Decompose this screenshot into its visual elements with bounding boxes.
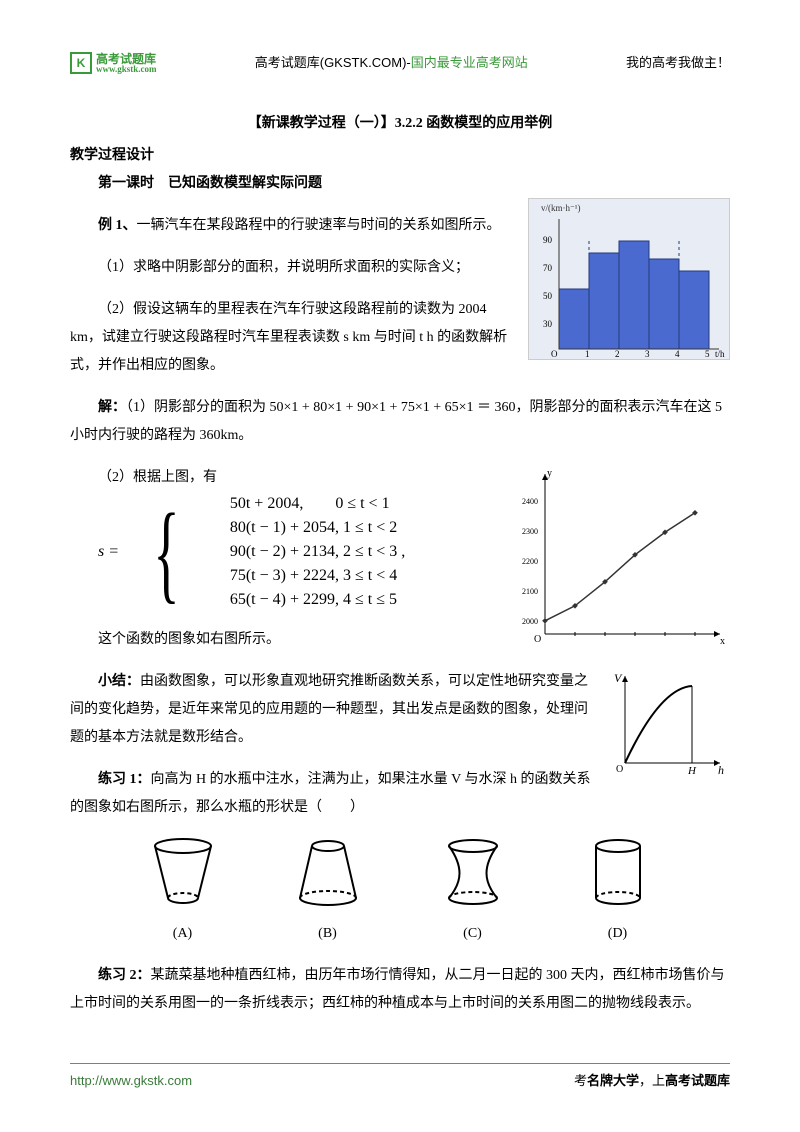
- slogan-pre: 考: [574, 1073, 587, 1088]
- ex1-label: 练习 1：: [98, 772, 151, 787]
- svg-text:2200: 2200: [522, 557, 538, 566]
- svg-text:V: V: [614, 671, 623, 685]
- header-mid: 高考试题库(GKSTK.COM)-国内最专业高考网站: [255, 50, 528, 76]
- svg-text:2000: 2000: [522, 617, 538, 626]
- svg-text:t/h: t/h: [715, 349, 725, 359]
- option-a: (A): [148, 836, 218, 948]
- svg-text:2: 2: [615, 349, 620, 359]
- logo-cn: 高考试题库: [96, 53, 157, 65]
- content: 【新课教学过程（一）】3.2.2 函数模型的应用举例 教学过程设计 第一课时 已…: [70, 110, 730, 1018]
- cylinder-icon: [583, 836, 653, 916]
- piecewise: s = { 50t + 2004, 0 ≤ t < 1 80(t − 1) + …: [70, 492, 405, 612]
- svg-text:x: x: [720, 636, 725, 647]
- svg-text:30: 30: [543, 319, 553, 329]
- logo-icon: K: [70, 52, 92, 74]
- solution1: 解：（1）阴影部分的面积为 50×1 + 80×1 + 90×1 + 75×1 …: [70, 394, 730, 450]
- svg-text:70: 70: [543, 263, 553, 273]
- svg-text:O: O: [616, 764, 623, 775]
- option-b: (B): [293, 836, 363, 948]
- header-mid-green: 国内最专业高考网站: [411, 55, 528, 70]
- svg-text:2300: 2300: [522, 527, 538, 536]
- svg-text:2100: 2100: [522, 587, 538, 596]
- piecewise-cases: 50t + 2004, 0 ≤ t < 1 80(t − 1) + 2054, …: [202, 492, 405, 612]
- site-logo: K 高考试题库 www.gkstk.com: [70, 52, 157, 74]
- slogan-end: 高考试题库: [665, 1073, 730, 1088]
- footer-url: http://www.gkstk.com: [70, 1068, 192, 1094]
- example1-label: 例 1、: [98, 218, 137, 233]
- svg-text:H: H: [687, 765, 697, 777]
- svg-text:1: 1: [585, 349, 590, 359]
- exercise2: 练习 2：某蔬菜基地种植西红柿，由历年市场行情得知，从二月一日起的 300 天内…: [70, 962, 730, 1018]
- case-1: 50t + 2004, 0 ≤ t < 1: [202, 492, 405, 516]
- vh-chart: V h H O: [610, 668, 730, 778]
- svg-text:h: h: [718, 763, 724, 777]
- option-c-label: (C): [438, 920, 508, 948]
- svg-text:O: O: [551, 349, 558, 359]
- sol1-text: （1）阴影部分的面积为 50×1 + 80×1 + 90×1 + 75×1 + …: [70, 400, 722, 443]
- sol-label: 解：: [98, 400, 126, 415]
- hourglass-vase-icon: [438, 836, 508, 916]
- option-b-label: (B): [293, 920, 363, 948]
- svg-text:5: 5: [705, 349, 710, 359]
- svg-text:4: 4: [675, 349, 680, 359]
- lesson-heading: 第一课时 已知函数模型解实际问题: [70, 170, 730, 198]
- case-5: 65(t − 4) + 2299, 4 ≤ t ≤ 5: [202, 588, 405, 612]
- option-a-label: (A): [148, 920, 218, 948]
- slogan-mid: 名牌大学: [587, 1073, 639, 1088]
- page: K 高考试题库 www.gkstk.com 高考试题库(GKSTK.COM)-国…: [0, 0, 800, 1132]
- logo-url: www.gkstk.com: [96, 65, 157, 74]
- line-chart: O y x 2000 2100 2200 2300 2400: [520, 464, 730, 654]
- svg-text:O: O: [534, 634, 541, 645]
- page-title: 【新课教学过程（一）】3.2.2 函数模型的应用举例: [70, 110, 730, 138]
- case-2: 80(t − 1) + 2054, 1 ≤ t < 2: [202, 516, 405, 540]
- option-d-label: (D): [583, 920, 653, 948]
- section-heading: 教学过程设计: [70, 142, 730, 170]
- option-d: (D): [583, 836, 653, 948]
- ex2-text: 某蔬菜基地种植西红柿，由历年市场行情得知，从二月一日起的 300 天内，西红柿市…: [70, 968, 725, 1011]
- summary-text: 由函数图象，可以形象直观地研究推断函数关系，可以定性地研究变量之间的变化趋势，是…: [70, 674, 588, 745]
- option-c: (C): [438, 836, 508, 948]
- sol2-lead: （2）根据上图，有: [98, 470, 217, 485]
- footer-slogan: 考名牌大学，上高考试题库: [574, 1068, 730, 1094]
- slogan-sep: ，上: [639, 1073, 665, 1088]
- header-right: 我的高考我做主！: [626, 50, 730, 76]
- piecewise-lhs: s =: [70, 536, 119, 568]
- cup-wide-bottom-icon: [293, 836, 363, 916]
- logo-text: 高考试题库 www.gkstk.com: [96, 53, 157, 74]
- footer: http://www.gkstk.com 考名牌大学，上高考试题库: [70, 1063, 730, 1094]
- summary-label: 小结：: [98, 674, 140, 689]
- svg-text:3: 3: [645, 349, 650, 359]
- case-3: 90(t − 2) + 2134, 2 ≤ t < 3 ,: [202, 540, 405, 564]
- ex2-label: 练习 2：: [98, 968, 151, 983]
- bar-chart: v/(km·h⁻¹) 30 50 70 90: [528, 198, 730, 360]
- example1-text: 一辆汽车在某段路程中的行驶速率与时间的关系如图所示。: [137, 218, 501, 233]
- case-4: 75(t − 3) + 2224, 3 ≤ t < 4: [202, 564, 405, 588]
- svg-text:y: y: [547, 468, 552, 479]
- svg-text:50: 50: [543, 291, 553, 301]
- brace-icon: {: [139, 514, 179, 591]
- header-mid-black: 高考试题库(GKSTK.COM)-: [255, 55, 411, 70]
- top-bar: K 高考试题库 www.gkstk.com 高考试题库(GKSTK.COM)-国…: [70, 50, 730, 76]
- options-row: (A) (B) (C: [110, 836, 690, 948]
- svg-text:v/(km·h⁻¹): v/(km·h⁻¹): [541, 203, 580, 213]
- svg-text:2400: 2400: [522, 497, 538, 506]
- cup-narrow-bottom-icon: [148, 836, 218, 916]
- svg-text:90: 90: [543, 235, 553, 245]
